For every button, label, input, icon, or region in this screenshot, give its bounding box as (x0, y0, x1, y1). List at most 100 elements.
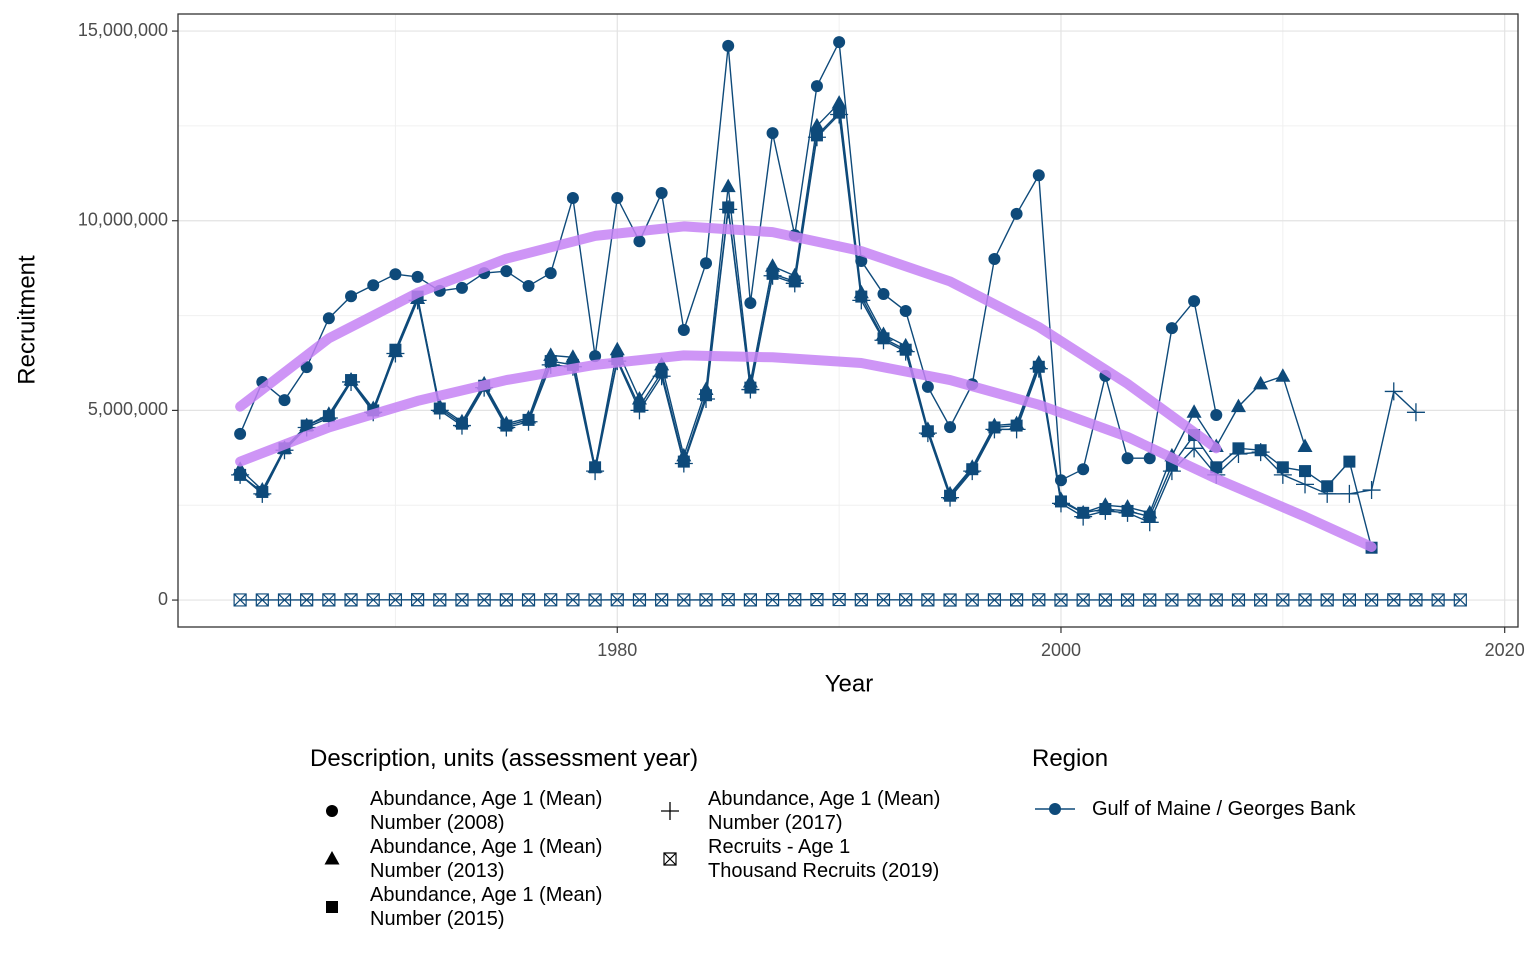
point (389, 268, 402, 281)
x-tick-label: 1980 (597, 640, 637, 660)
point (921, 593, 935, 607)
point (899, 593, 913, 607)
point (233, 593, 247, 607)
point (785, 274, 804, 293)
point (477, 593, 491, 607)
point (988, 253, 1001, 266)
point (366, 593, 380, 607)
legend-title: Description, units (assessment year) (310, 745, 699, 772)
trend-line (235, 221, 1222, 454)
point (611, 191, 624, 204)
point (277, 593, 292, 607)
y-tick-label: 10,000,000 (78, 209, 168, 229)
point (1320, 593, 1334, 607)
point (1343, 455, 1356, 468)
point (810, 593, 824, 607)
y-tick-label: 15,000,000 (78, 20, 168, 40)
point (1384, 382, 1403, 401)
point (588, 593, 602, 607)
y-axis-title: Recruitment (13, 255, 40, 385)
point (300, 361, 313, 374)
point (1186, 404, 1202, 418)
point (1096, 501, 1115, 520)
point (1032, 593, 1046, 607)
legend-label: Abundance, Age 1 (Mean) Number (2017) (708, 788, 941, 834)
point (609, 341, 625, 356)
point (344, 593, 358, 607)
point (500, 265, 513, 278)
point (586, 462, 605, 481)
point (1029, 359, 1048, 378)
point (566, 191, 579, 204)
point (1387, 593, 1401, 607)
point (899, 305, 912, 318)
point (1229, 445, 1248, 464)
point (342, 372, 361, 391)
point (1120, 593, 1135, 607)
point (1253, 375, 1269, 390)
legend-marker (326, 805, 338, 817)
plot-background (178, 14, 1518, 627)
point (1118, 503, 1137, 522)
point (876, 593, 891, 607)
point (1409, 593, 1423, 607)
point (255, 593, 269, 607)
point (1296, 475, 1315, 494)
point (411, 270, 424, 283)
point (652, 367, 671, 386)
plot-border (177, 13, 1519, 628)
point (544, 267, 557, 280)
region-legend-marker (1049, 803, 1061, 815)
point (655, 187, 668, 200)
legend-label: Abundance, Age 1 (Mean) Number (2013) (370, 836, 603, 882)
point (943, 593, 957, 607)
x-tick-label: 2000 (1041, 640, 1081, 660)
point (1051, 494, 1070, 513)
point (697, 390, 716, 409)
point (521, 593, 536, 607)
point (921, 380, 934, 393)
point (1453, 593, 1467, 607)
point (1188, 295, 1201, 308)
point (430, 401, 449, 420)
point (519, 412, 538, 431)
legend-label: Abundance, Age 1 (Mean) Number (2008) (370, 788, 603, 834)
point (720, 178, 736, 193)
point (743, 593, 757, 607)
point (433, 593, 447, 607)
point (234, 427, 247, 440)
point (744, 297, 757, 310)
point (699, 593, 713, 607)
point (874, 331, 893, 350)
point (877, 287, 890, 300)
point (1010, 207, 1023, 220)
point (522, 279, 535, 292)
legend-label: Abundance, Age 1 (Mean) Number (2015) (370, 884, 603, 930)
point (1299, 465, 1312, 478)
point (788, 593, 802, 607)
point (1298, 593, 1312, 607)
point (1406, 403, 1425, 422)
point (1210, 408, 1223, 421)
point (1342, 593, 1356, 607)
point (1010, 593, 1024, 607)
point (1098, 593, 1112, 607)
point (1032, 169, 1045, 182)
point (1074, 507, 1093, 526)
point (896, 342, 915, 361)
point (411, 593, 425, 607)
point (1076, 593, 1090, 607)
point (452, 416, 471, 435)
point (1165, 593, 1179, 607)
point (322, 312, 335, 325)
point (833, 36, 846, 49)
point (1143, 452, 1156, 465)
trend-line (235, 350, 1377, 552)
point (1165, 322, 1178, 335)
point (1187, 593, 1201, 607)
point (1209, 593, 1223, 607)
x-tick-label: 2020 (1485, 640, 1525, 660)
point (985, 420, 1004, 439)
legend-marker (661, 802, 679, 820)
point (963, 462, 982, 481)
